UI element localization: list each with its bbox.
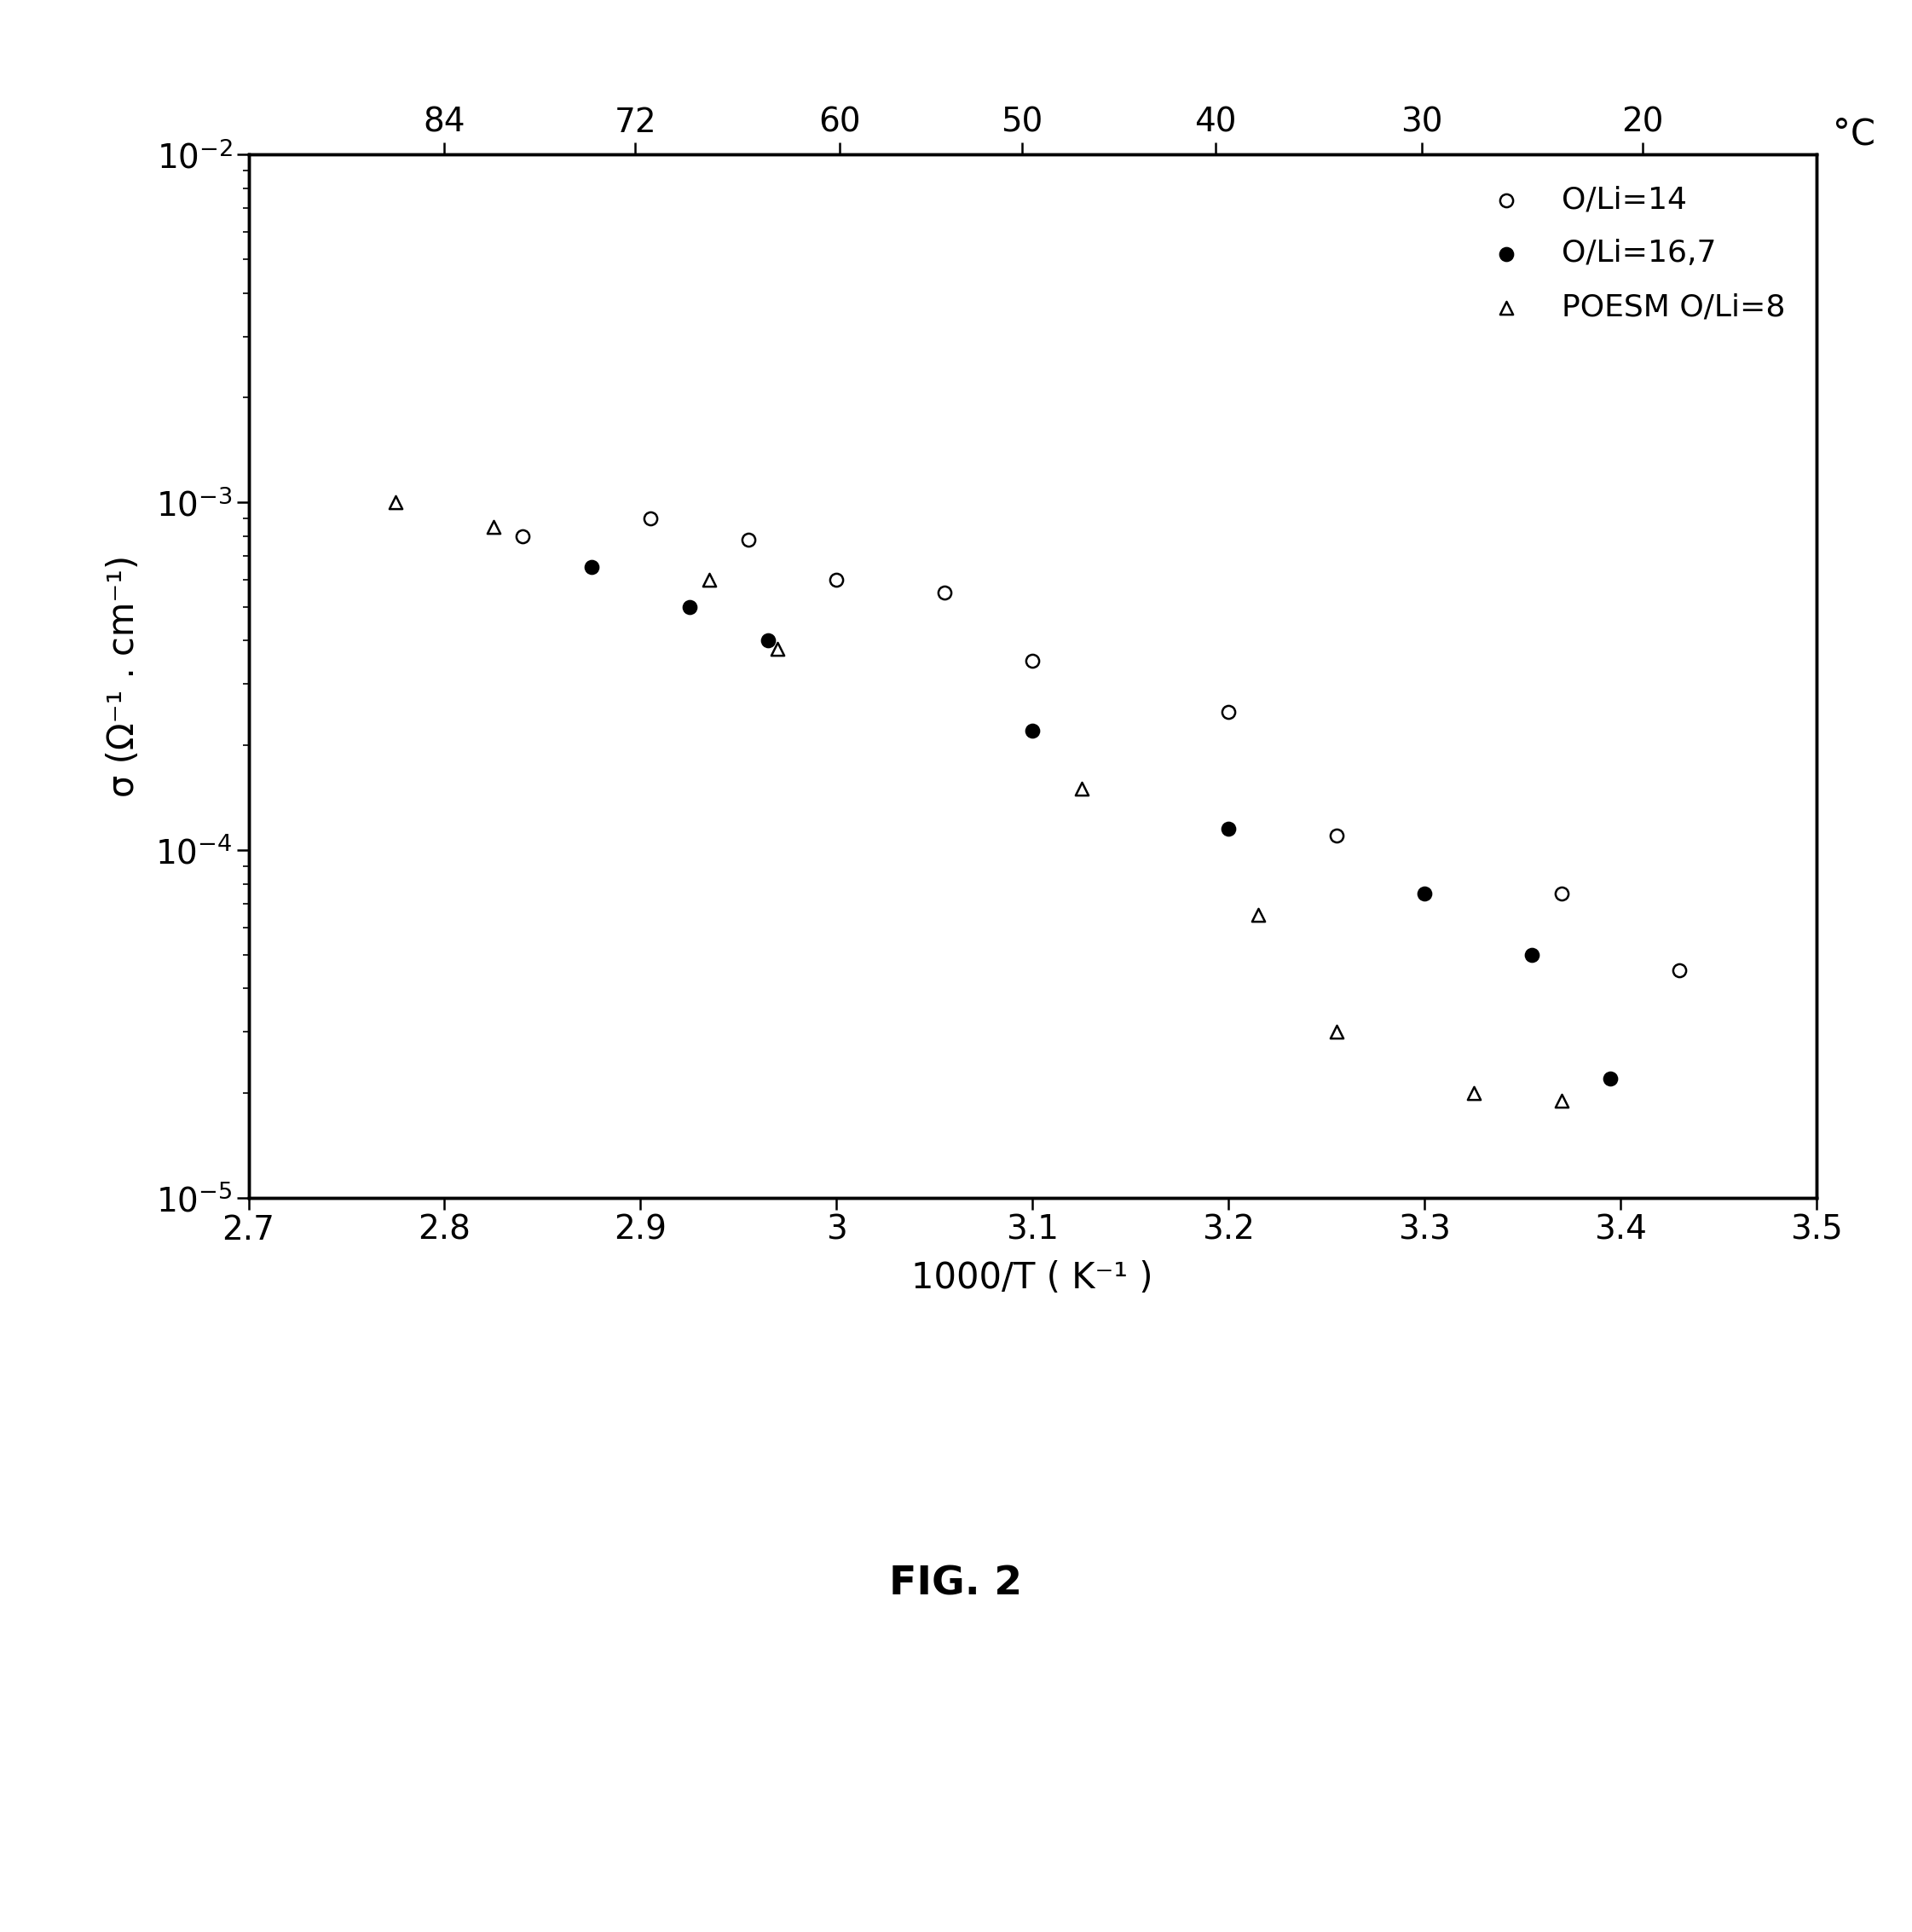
O/Li=16,7 — [753, 626, 784, 657]
O/Li=14 — [732, 524, 763, 554]
POESM O/Li=8 — [1243, 900, 1273, 931]
O/Li=14 — [1547, 877, 1577, 908]
O/Li=16,7 — [1017, 715, 1048, 746]
O/Li=14 — [1663, 954, 1694, 985]
X-axis label: 1000/T ( K⁻¹ ): 1000/T ( K⁻¹ ) — [912, 1260, 1153, 1296]
POESM O/Li=8 — [1459, 1078, 1489, 1109]
Text: FIG. 2: FIG. 2 — [889, 1565, 1023, 1604]
O/Li=14 — [1017, 645, 1048, 676]
O/Li=14 — [635, 502, 665, 533]
POESM O/Li=8 — [1321, 1016, 1352, 1047]
O/Li=16,7 — [1409, 877, 1440, 908]
O/Li=14 — [929, 578, 960, 609]
Legend: O/Li=14, O/Li=16,7, POESM O/Li=8: O/Li=14, O/Li=16,7, POESM O/Li=8 — [1461, 170, 1801, 336]
O/Li=16,7 — [1516, 939, 1547, 970]
POESM O/Li=8 — [1067, 773, 1097, 804]
O/Li=16,7 — [675, 591, 706, 622]
O/Li=14 — [820, 564, 851, 595]
Text: °C: °C — [1834, 116, 1876, 153]
POESM O/Li=8 — [478, 512, 509, 543]
O/Li=16,7 — [1595, 1063, 1625, 1094]
POESM O/Li=8 — [694, 564, 725, 595]
O/Li=16,7 — [576, 553, 606, 583]
POESM O/Li=8 — [1547, 1086, 1577, 1117]
POESM O/Li=8 — [380, 487, 411, 518]
O/Li=14 — [507, 520, 537, 551]
O/Li=14 — [1321, 821, 1352, 852]
O/Li=16,7 — [1212, 813, 1243, 844]
O/Li=14 — [1212, 696, 1243, 726]
POESM O/Li=8 — [763, 634, 793, 665]
Y-axis label: σ (Ω⁻¹ . cm⁻¹): σ (Ω⁻¹ . cm⁻¹) — [105, 554, 141, 798]
